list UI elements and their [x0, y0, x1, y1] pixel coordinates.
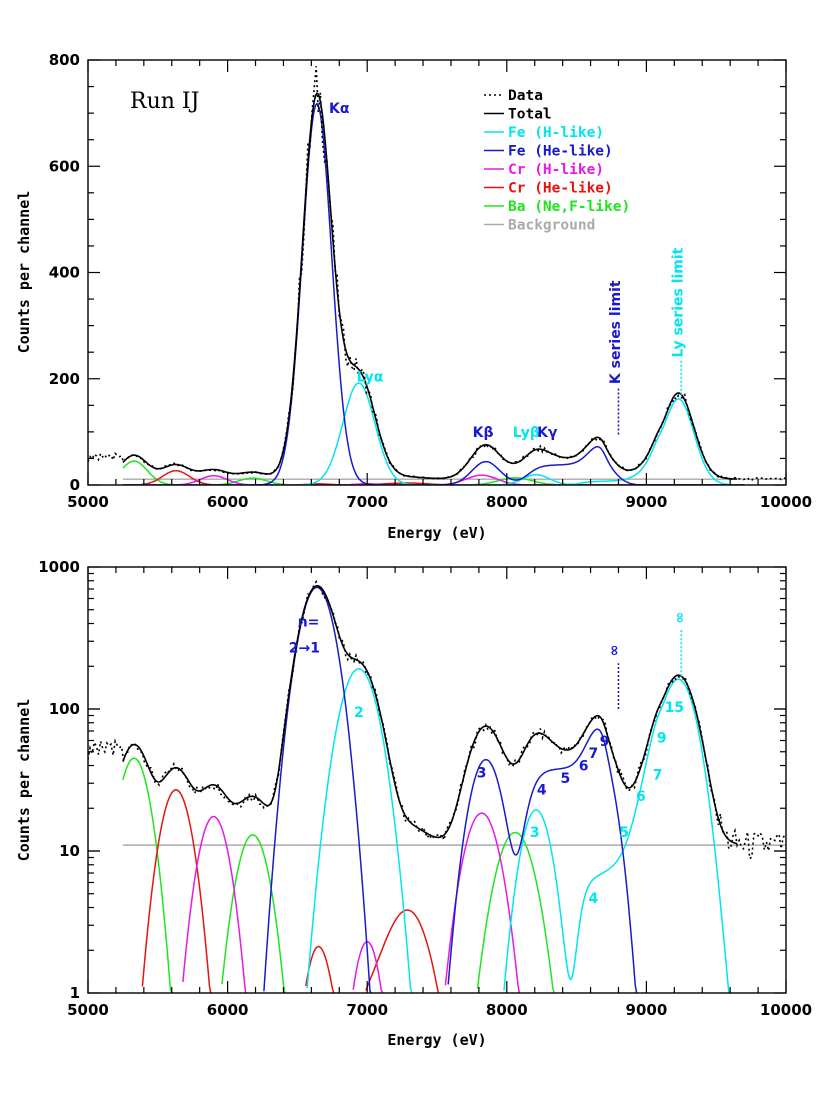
data-curve [88, 66, 786, 482]
bottom-curves [88, 579, 786, 993]
annotation-label: 5 [561, 771, 571, 787]
annotation-label: 6 [579, 758, 589, 774]
x-tick-label: 10000 [760, 1001, 812, 1019]
ba-curve [122, 757, 556, 993]
x-tick-label: 10000 [760, 493, 812, 511]
total-curve [122, 584, 738, 845]
annotation-label: 5 [619, 825, 629, 841]
legend-label-fe_he: Fe (He-like) [508, 144, 613, 160]
legend: Data Total Fe (H-like) Fe (He-like) Cr (H-li… [484, 88, 630, 234]
curves-clip [88, 579, 786, 993]
annotation-label: 15 [665, 700, 684, 716]
top-x-axis-label: Energy (eV) [387, 524, 486, 542]
x-tick-label: 5000 [67, 1001, 109, 1019]
annotation-label: Kβ [473, 425, 494, 441]
annotation-label: Kα [329, 101, 350, 117]
annotation-label: 7 [588, 746, 598, 762]
annotation-label: 7 [653, 767, 663, 783]
annotation-label: Kγ [537, 425, 558, 441]
bottom-y-axis-label: Counts per channel [15, 699, 33, 862]
total-curve [122, 92, 738, 480]
annotation-label: Lyβ [513, 425, 540, 441]
bottom-ticks: 5000 6000 7000 8000 9000 10000 1 10 100 1000 [38, 558, 812, 1019]
y-tick-label: 200 [49, 370, 80, 388]
x-tick-label: 9000 [626, 493, 668, 511]
legend-label-cr_he: Cr (He-like) [508, 181, 613, 197]
annotation-label: 3 [530, 825, 540, 841]
x-tick-label: 9000 [626, 1001, 668, 1019]
annotation-label: 2→1 [289, 640, 320, 656]
ba-curve [122, 460, 745, 485]
legend-label-ba: Ba (Ne,F-like) [508, 199, 630, 215]
y-tick-label: 1 [70, 984, 80, 1002]
y-tick-label: 1000 [38, 558, 80, 576]
annotation-label: 3 [477, 765, 487, 781]
x-tick-label: 7000 [346, 1001, 388, 1019]
legend-label-background: Background [508, 218, 595, 234]
cr-h-curve [182, 812, 521, 993]
annotation-label: Lyα [357, 369, 384, 385]
data-curve [88, 579, 786, 860]
fe-h-curve [306, 668, 731, 993]
legend-label-data: Data [508, 88, 543, 104]
y-tick-label: 600 [49, 157, 80, 175]
legend-label-total: Total [508, 107, 552, 123]
y-tick-label: 800 [49, 51, 80, 69]
annotation-label: 6 [636, 789, 646, 805]
run-label: Run IJ [130, 89, 199, 114]
legend-label-fe_h: Fe (H-like) [508, 125, 604, 141]
annotation-label: 9 [657, 731, 667, 747]
annotation-label: 9 [600, 734, 610, 750]
top-panel: 5000 6000 7000 8000 9000 10000 0 200 400 600 800 R… [15, 51, 812, 542]
annotation-label: ∞ [672, 612, 688, 624]
y-tick-label: 0 [70, 476, 80, 494]
annotation-label: 4 [588, 891, 598, 907]
fe-he-curve [263, 586, 638, 993]
x-tick-label: 8000 [486, 493, 528, 511]
bottom-panel: 5000 6000 7000 8000 9000 10000 1 10 100 1000 Ener… [15, 558, 812, 1049]
annotation-label: 2 [354, 705, 364, 721]
annotation-label: 4 [537, 782, 547, 798]
fe-he-curve [122, 102, 745, 485]
annotation-label: n= [298, 615, 320, 631]
y-tick-label: 10 [59, 842, 80, 860]
x-tick-label: 6000 [207, 493, 249, 511]
y-tick-label: 400 [49, 264, 80, 282]
bottom-plot-frame [87, 566, 787, 994]
annotation-label: K series limit [608, 280, 624, 384]
y-tick-label: 100 [49, 700, 80, 718]
legend-label-cr_h: Cr (H-like) [508, 162, 604, 178]
x-tick-label: 5000 [67, 493, 109, 511]
annotation-label: Ly series limit [671, 247, 687, 357]
bottom-x-axis-label: Energy (eV) [387, 1031, 486, 1049]
top-y-axis-label: Counts per channel [15, 191, 33, 354]
fe-h-curve [122, 382, 745, 485]
top-ticks: 5000 6000 7000 8000 9000 10000 0 200 400 600 800 [49, 51, 812, 511]
x-tick-label: 6000 [207, 1001, 249, 1019]
cr-he-curve [141, 788, 440, 993]
x-tick-label: 7000 [346, 493, 388, 511]
x-tick-label: 8000 [486, 1001, 528, 1019]
annotation-label: ∞ [606, 645, 622, 657]
